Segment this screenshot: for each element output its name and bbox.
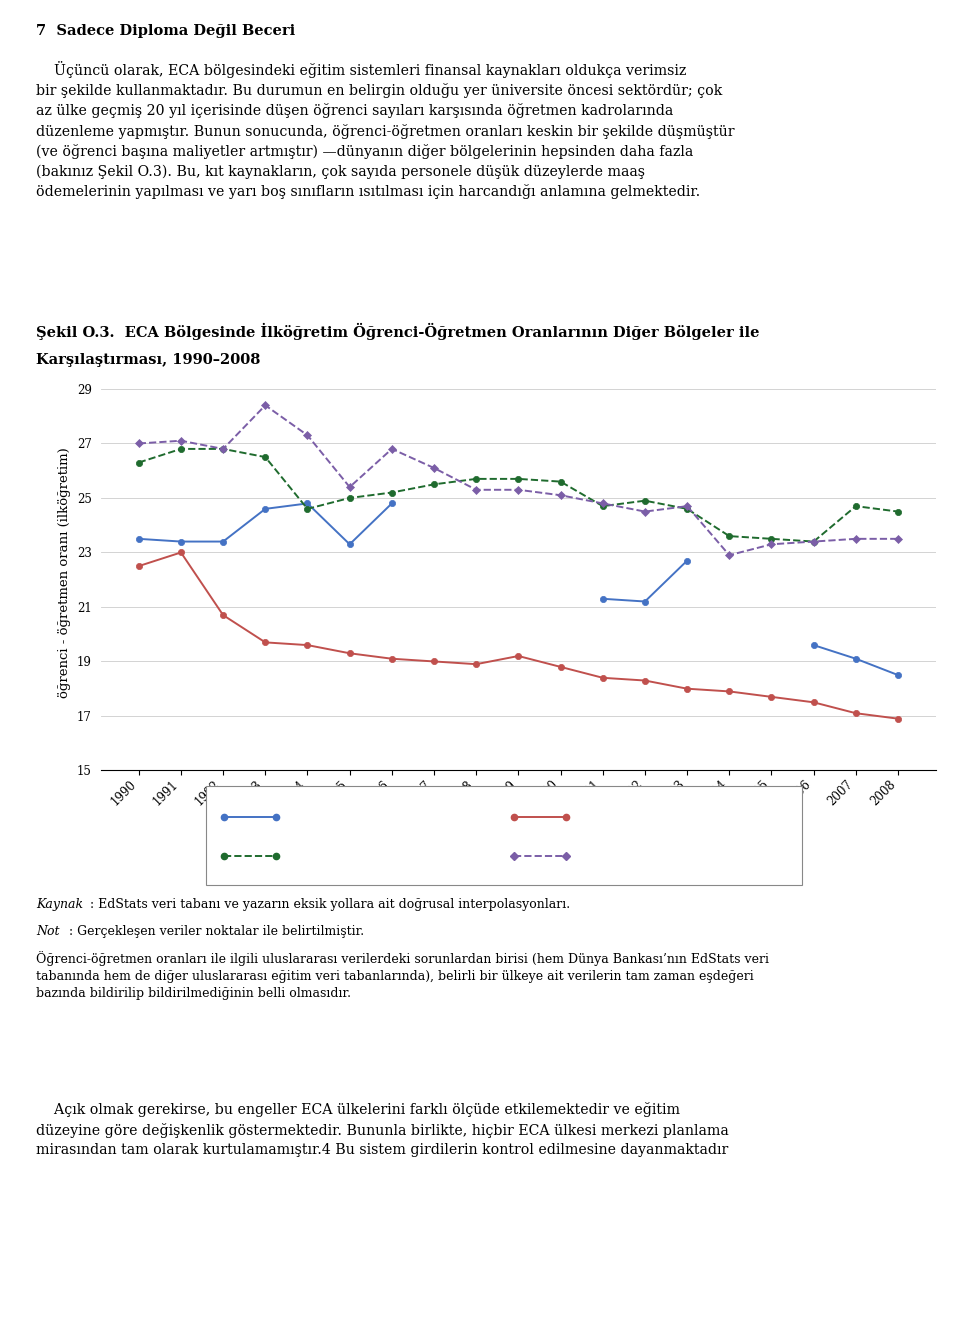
Y-axis label: öğrenci - öğretmen oranı (ilköğretim): öğrenci - öğretmen oranı (ilköğretim) xyxy=(59,448,71,698)
Text: Orta Doğu ve Kuzey Afrika: Orta Doğu ve Kuzey Afrika xyxy=(574,849,744,863)
Text: : EdStats veri tabanı ve yazarın eksik yollara ait doğrusal interpolasyonları.: : EdStats veri tabanı ve yazarın eksik y… xyxy=(90,898,570,911)
Text: Doğu Asya ve Pasifik: Doğu Asya ve Pasifik xyxy=(284,810,417,823)
Text: Şekil O.3.  ECA Bölgesinde İlköğretim Öğrenci-Öğretmen Oranlarının Diğer Bölgele: Şekil O.3. ECA Bölgesinde İlköğretim Öğr… xyxy=(36,323,760,340)
Text: Üçüncü olarak, ECA bölgesindeki eğitim sistemleri finansal kaynakları oldukça ve: Üçüncü olarak, ECA bölgesindeki eğitim s… xyxy=(36,61,735,199)
Text: Karşılaştırması, 1990–2008: Karşılaştırması, 1990–2008 xyxy=(36,353,261,367)
Text: : Gerçekleşen veriler noktalar ile belirtilmiştir.: : Gerçekleşen veriler noktalar ile belir… xyxy=(69,925,364,938)
Text: Öğrenci-öğretmen oranları ile ilgili uluslararası verilerdeki sorunlardan birisi: Öğrenci-öğretmen oranları ile ilgili ulu… xyxy=(36,951,770,1000)
Text: Açık olmak gerekirse, bu engeller ECA ülkelerini farklı ölçüde etkilemektedir ve: Açık olmak gerekirse, bu engeller ECA ül… xyxy=(36,1102,730,1156)
Text: Avrupa ve Orta Asya: Avrupa ve Orta Asya xyxy=(574,810,705,823)
Text: Latin Amerika ve Karayipler: Latin Amerika ve Karayipler xyxy=(284,849,464,863)
Text: Kaynak: Kaynak xyxy=(36,898,84,911)
Text: 7  Sadece Diploma Değil Beceri: 7 Sadece Diploma Değil Beceri xyxy=(36,24,296,38)
Text: Not: Not xyxy=(36,925,60,938)
